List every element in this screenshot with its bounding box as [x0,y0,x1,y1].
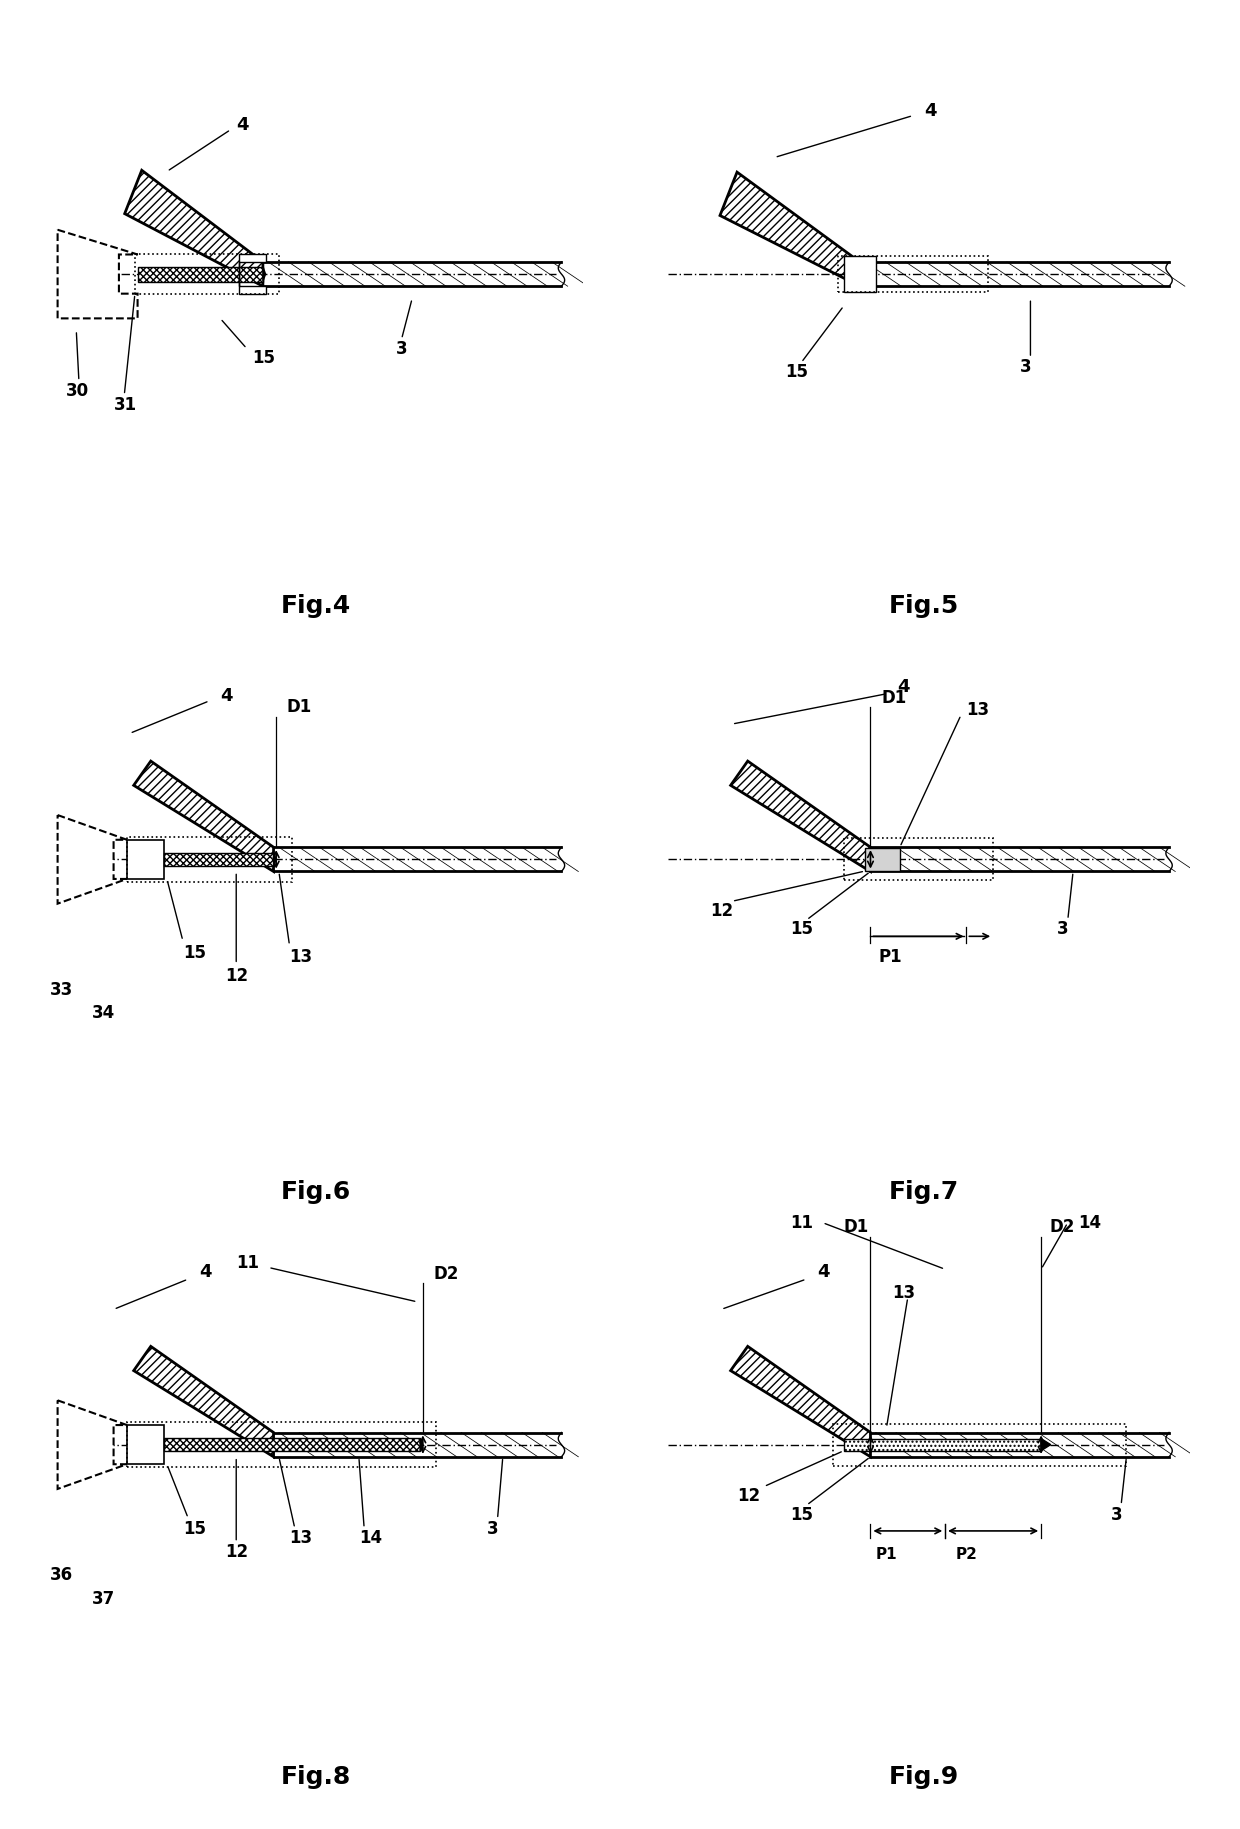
Text: 14: 14 [1079,1214,1101,1231]
Text: 12: 12 [737,1487,760,1505]
Polygon shape [134,1346,274,1456]
Text: 4: 4 [236,115,249,134]
Text: 11: 11 [791,1214,813,1231]
Text: 31: 31 [114,395,136,413]
Text: Fig.7: Fig.7 [889,1180,959,1203]
Text: 13: 13 [966,701,990,719]
Polygon shape [843,1439,1042,1450]
Polygon shape [125,170,263,285]
Text: 33: 33 [50,980,73,999]
Text: 13: 13 [892,1284,915,1302]
Text: 13: 13 [289,1529,312,1547]
Text: 34: 34 [92,1004,115,1022]
Polygon shape [239,254,265,294]
Text: 36: 36 [50,1566,73,1584]
Text: D2: D2 [434,1266,459,1282]
Polygon shape [263,267,265,282]
Text: D2: D2 [1049,1218,1075,1236]
Polygon shape [138,267,263,282]
Polygon shape [1042,1439,1050,1450]
Text: 12: 12 [711,902,734,920]
Text: 3: 3 [1019,358,1032,377]
Text: Fig.4: Fig.4 [281,594,351,618]
Text: 15: 15 [184,944,206,962]
Text: 4: 4 [817,1264,830,1280]
Text: Fig.5: Fig.5 [889,594,959,618]
Polygon shape [720,172,859,285]
Text: 3: 3 [396,340,408,358]
Text: 12: 12 [226,1544,249,1560]
Text: D1: D1 [882,690,906,708]
Polygon shape [843,256,875,293]
Text: 30: 30 [66,382,89,401]
Text: 13: 13 [289,947,312,966]
Polygon shape [164,852,274,865]
Text: 15: 15 [791,920,813,938]
Text: 15: 15 [252,349,275,368]
Text: P2: P2 [956,1547,977,1562]
Text: P1: P1 [875,1547,898,1562]
Text: 3: 3 [487,1520,498,1538]
Polygon shape [57,816,126,904]
Text: 15: 15 [785,362,808,380]
Text: 4: 4 [198,1264,211,1280]
Text: 11: 11 [236,1253,259,1271]
Text: 4: 4 [924,102,936,121]
Polygon shape [164,1438,420,1450]
Text: Fig.8: Fig.8 [281,1765,351,1789]
Text: 4: 4 [898,679,910,695]
Text: 3: 3 [1110,1505,1122,1524]
Text: D1: D1 [286,699,312,717]
FancyBboxPatch shape [126,1425,164,1465]
Polygon shape [274,852,277,865]
Polygon shape [57,230,138,318]
Text: 15: 15 [184,1520,206,1538]
Polygon shape [866,847,900,871]
Polygon shape [420,1438,423,1450]
Text: 37: 37 [92,1589,115,1608]
Polygon shape [730,761,870,871]
Polygon shape [730,1346,870,1456]
Text: D1: D1 [843,1218,869,1236]
Text: 3: 3 [1056,920,1069,938]
Text: 12: 12 [226,968,249,986]
Text: P1: P1 [878,947,903,966]
FancyBboxPatch shape [126,840,164,880]
Text: 4: 4 [221,688,233,706]
Text: Fig.9: Fig.9 [889,1765,959,1789]
Text: Fig.6: Fig.6 [281,1180,351,1203]
Text: 15: 15 [791,1505,813,1524]
Polygon shape [134,761,274,871]
Polygon shape [57,1401,126,1489]
Text: 14: 14 [358,1529,382,1547]
